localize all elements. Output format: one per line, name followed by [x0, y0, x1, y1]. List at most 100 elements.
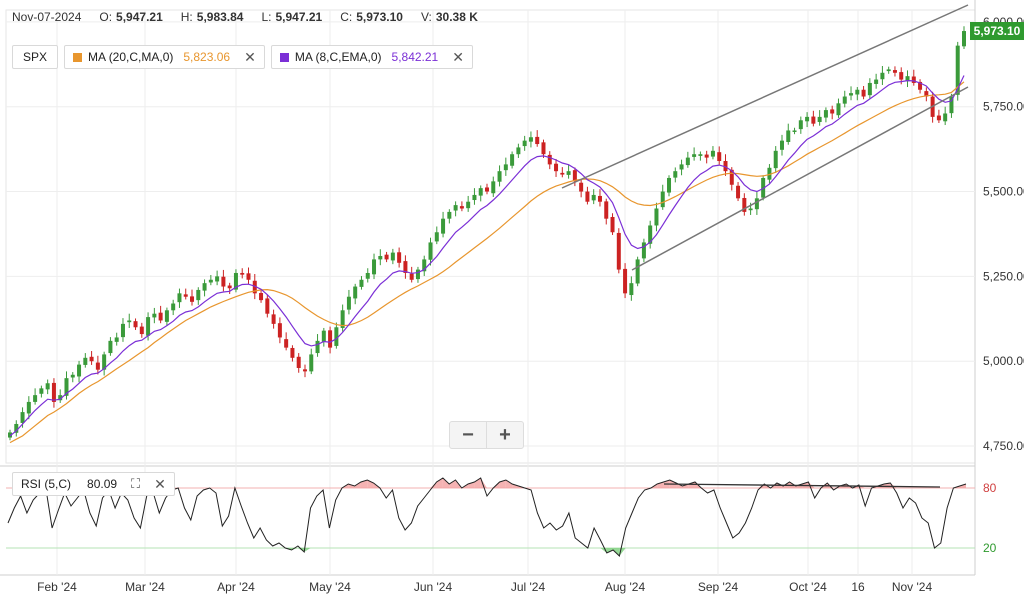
x-tick-label: Apr '24: [217, 580, 255, 594]
candle-body: [177, 293, 182, 303]
rsi-overbought-fill: [442, 478, 450, 488]
low-value: 5,947.21: [275, 10, 323, 24]
zoom-in-button[interactable]: +: [486, 422, 523, 448]
y-tick-label: 5,250.00: [983, 269, 1024, 283]
ma20-label: MA (20,C,MA,0): [88, 50, 174, 64]
channel-lower-line: [631, 86, 969, 271]
candle-body: [541, 142, 546, 155]
candle-body: [585, 191, 590, 202]
candle-body: [372, 259, 377, 275]
candle-body: [491, 181, 496, 194]
candle-body: [597, 195, 602, 202]
candle-body: [158, 312, 163, 321]
candle-body: [8, 432, 12, 438]
candle-body: [949, 96, 954, 114]
symbol-label: SPX: [23, 50, 48, 64]
price-tag-label: 5,973.10: [974, 24, 1021, 38]
volume-value: 30.38 K: [435, 10, 478, 24]
candle-body: [83, 357, 88, 365]
high-value: 5,983.84: [196, 10, 244, 24]
candle-body: [397, 252, 402, 263]
candle-body: [773, 150, 778, 169]
rsi-trendline: [663, 483, 941, 488]
candle-body: [510, 154, 515, 166]
candle-body: [14, 423, 19, 433]
candle-body: [221, 276, 226, 287]
candle-body: [95, 362, 100, 370]
candle-body: [227, 285, 232, 289]
expand-icon[interactable]: ⛶: [131, 476, 141, 491]
candle-body: [252, 280, 257, 294]
candle-body: [472, 194, 477, 201]
candle-body: [767, 167, 772, 180]
candle-body: [616, 232, 621, 270]
zoom-out-button[interactable]: −: [462, 423, 474, 446]
symbol-chip[interactable]: SPX: [12, 45, 59, 69]
candle-body: [434, 232, 439, 242]
candle-body: [861, 89, 866, 97]
candle-body: [259, 292, 264, 301]
rsi-overbought-fill: [480, 478, 487, 488]
volume-label: V:: [420, 10, 432, 24]
rsi-chip[interactable]: RSI (5,C) 80.09 ⛶ ✕: [12, 472, 175, 496]
candle-body: [673, 171, 678, 178]
rsi-overbought-fill: [367, 480, 374, 488]
candle-body: [64, 378, 69, 396]
rsi-tick-label: 20: [983, 541, 997, 555]
candle-body: [660, 191, 665, 208]
ema8-label: MA (8,C,EMA,0): [294, 50, 382, 64]
x-tick-label: Jul '24: [511, 580, 546, 594]
rsi-overbought-fill: [657, 482, 664, 488]
rsi-tick-label: 80: [983, 481, 997, 495]
candle-body: [309, 354, 314, 372]
candle-body: [478, 188, 483, 196]
candle-body: [315, 340, 320, 354]
candle-body: [880, 72, 885, 80]
candle-body: [779, 140, 784, 150]
ema8-line: [9, 75, 965, 437]
close-icon[interactable]: ✕: [452, 48, 464, 65]
candle-body: [290, 347, 295, 358]
candle-body: [955, 45, 960, 95]
rsi-overbought-fill: [449, 480, 456, 488]
x-tick-label: Aug '24: [605, 580, 646, 594]
close-icon[interactable]: ✕: [154, 475, 166, 492]
candle-body: [133, 321, 138, 328]
candle-body: [886, 69, 891, 72]
candle-body: [459, 206, 464, 209]
candle-body: [51, 382, 56, 402]
candle-body: [554, 163, 559, 172]
candle-body: [171, 303, 176, 311]
candle-body: [328, 330, 333, 348]
candle-body: [353, 286, 358, 299]
high-label: H:: [180, 10, 193, 24]
candle-body: [874, 79, 879, 84]
candle-body: [685, 157, 690, 166]
candle-body: [867, 82, 872, 96]
candle-body: [45, 383, 50, 390]
close-value: 5,973.10: [356, 10, 403, 24]
candle-body: [566, 171, 571, 175]
candle-body: [648, 225, 653, 244]
candle-body: [146, 317, 151, 336]
bar-date: Nov-07-2024: [12, 10, 82, 24]
candle-body: [729, 169, 734, 185]
x-tick-label: Mar '24: [125, 580, 165, 594]
ma20-chip[interactable]: MA (20,C,MA,0) 5,823.06 ✕: [64, 45, 265, 69]
candle-body: [302, 369, 307, 372]
rsi-overbought-fill: [474, 478, 481, 488]
candle-body: [208, 279, 213, 283]
candle-body: [572, 170, 577, 182]
ema8-chip[interactable]: MA (8,C,EMA,0) 5,842.21 ✕: [270, 45, 473, 69]
candle-body: [58, 395, 63, 401]
close-icon[interactable]: ✕: [244, 48, 256, 65]
candle-body: [384, 254, 389, 260]
candle-body: [271, 314, 276, 324]
candle-body: [698, 154, 703, 156]
candle-body: [629, 283, 634, 296]
rsi-overbought-fill: [758, 484, 765, 488]
close-label: C:: [340, 10, 353, 24]
candle-body: [899, 72, 904, 80]
candle-body: [190, 296, 195, 302]
